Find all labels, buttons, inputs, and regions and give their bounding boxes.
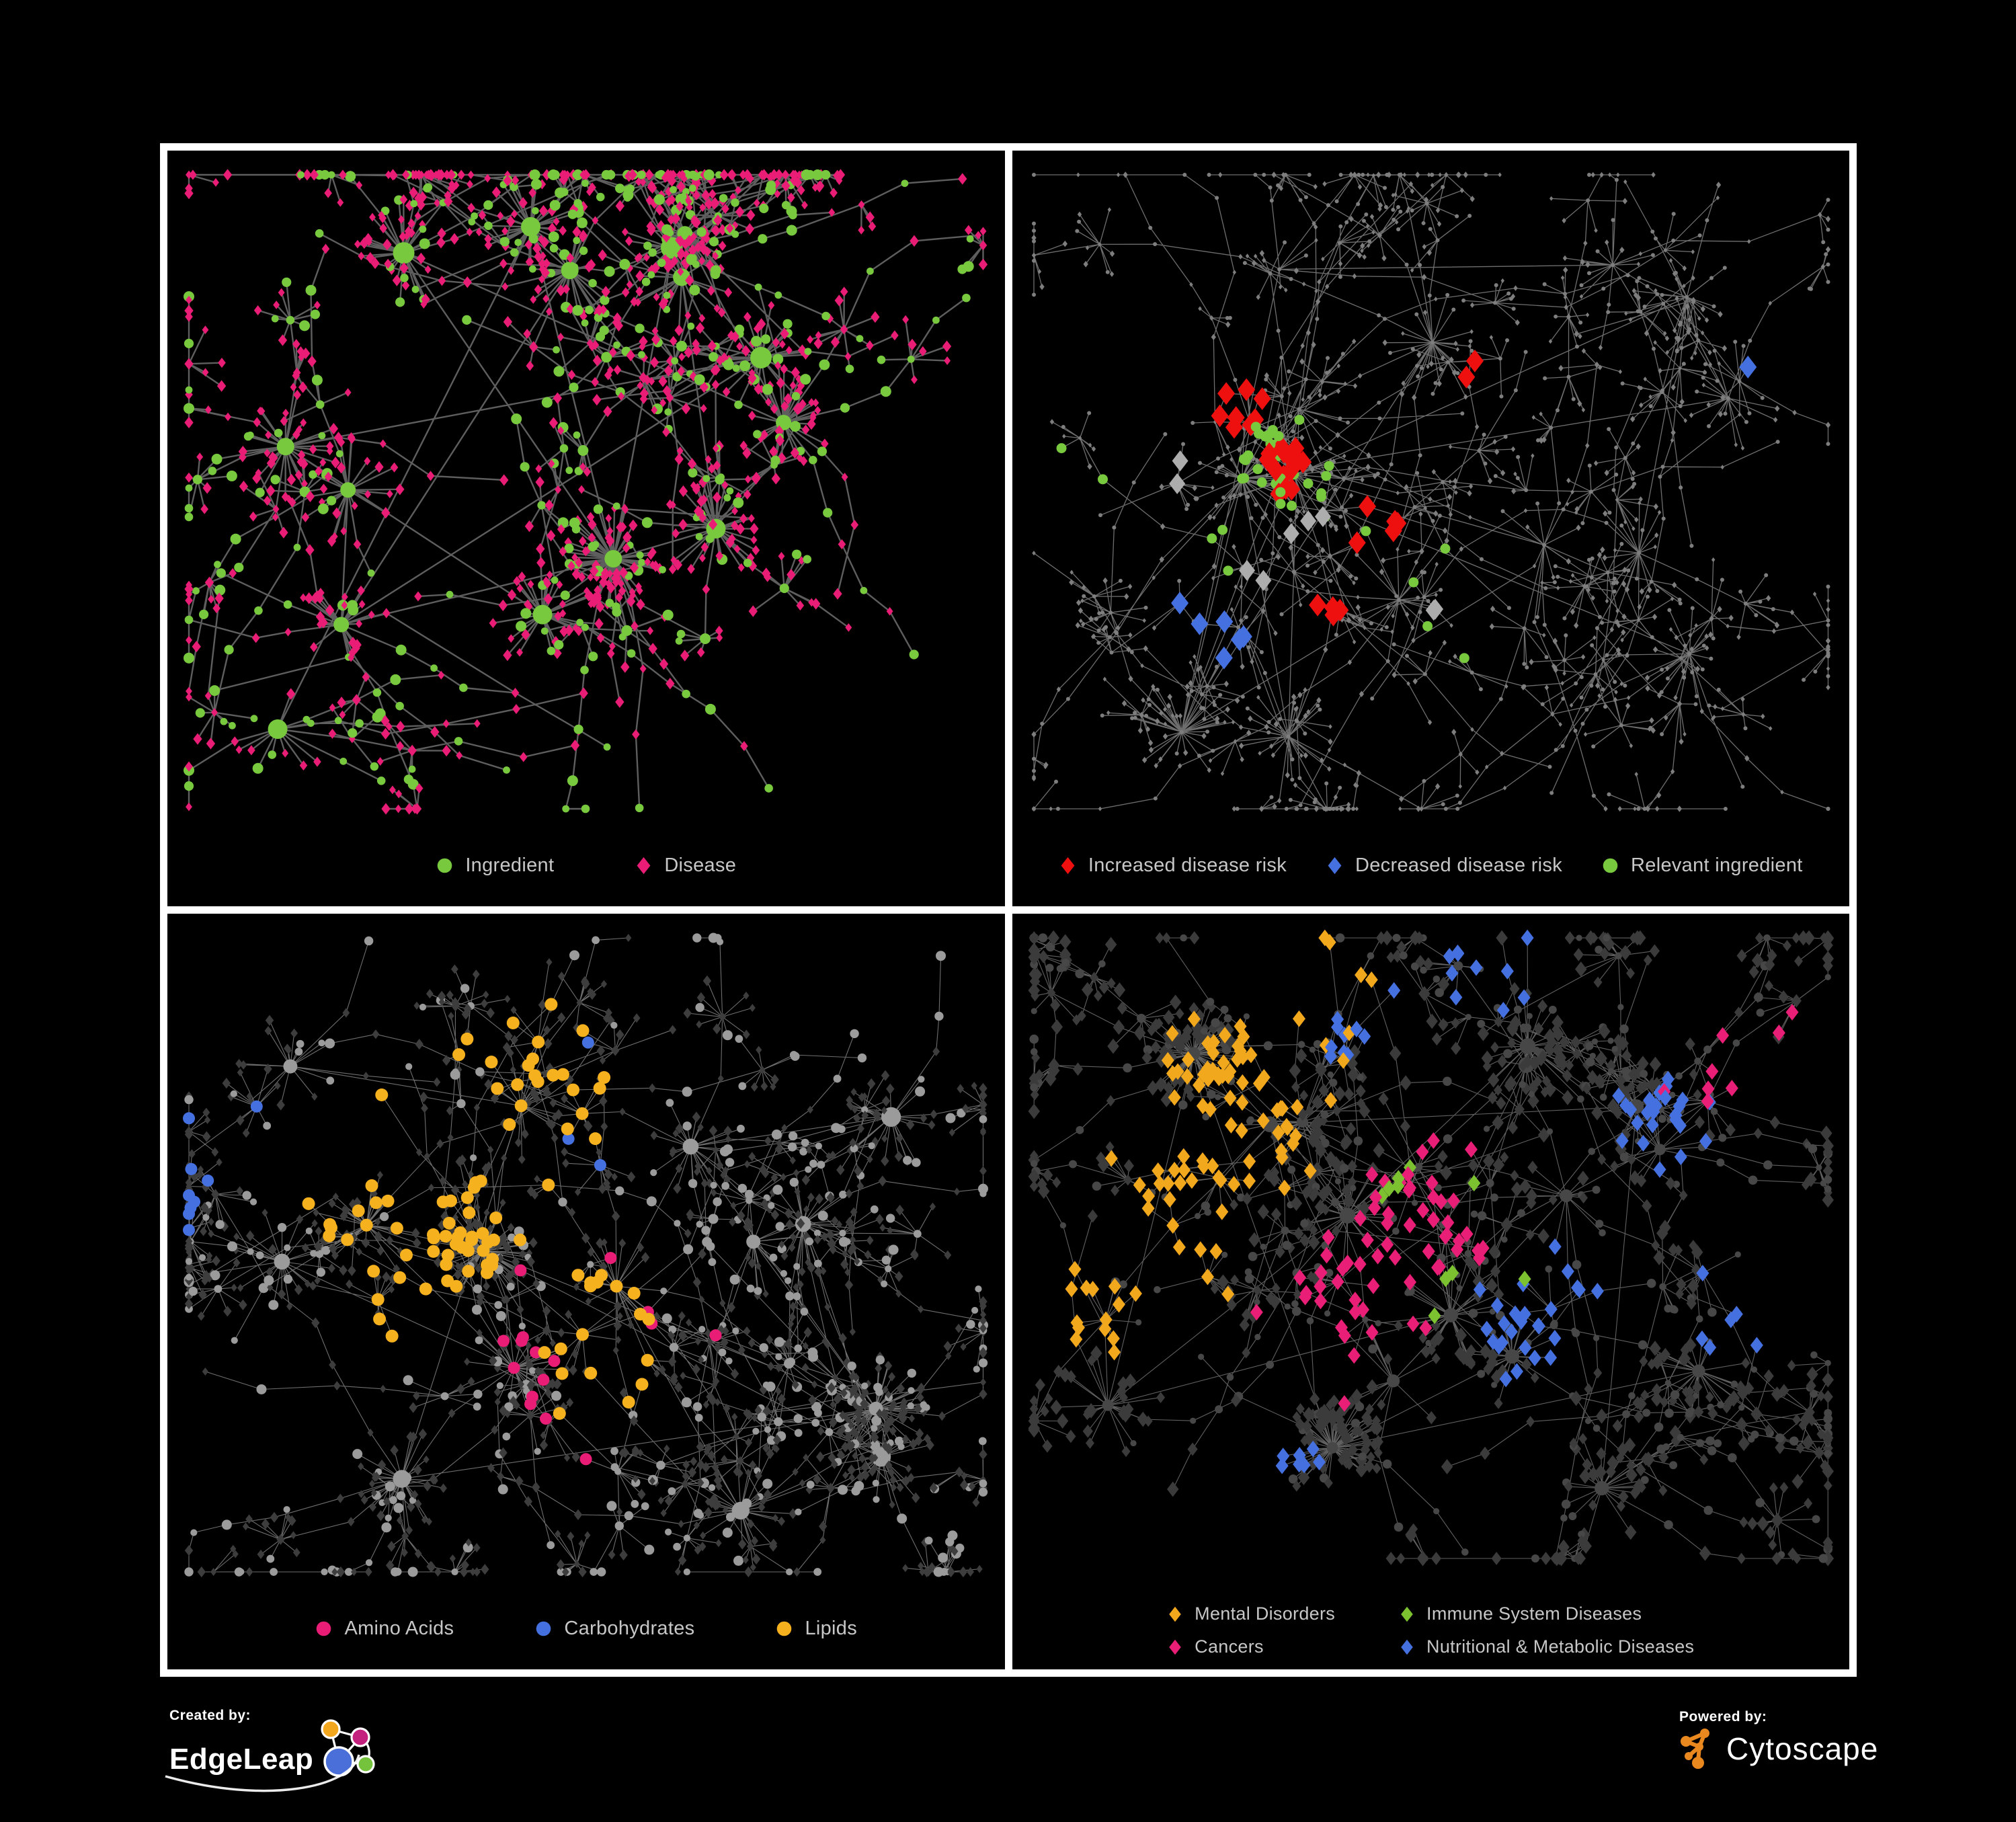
- panel-grid: Ingredient Disease Increased disease risk…: [160, 143, 1857, 1677]
- legend-item: Increased disease risk: [1059, 855, 1287, 877]
- legend-marker-diamond-icon: [637, 857, 651, 875]
- panel-disease-classes: Mental Disorders Immune System Diseases Ca…: [1012, 914, 1850, 1669]
- created-by-label: Created by:: [169, 1708, 251, 1723]
- legend-item-label: Amino Acids: [344, 1618, 454, 1639]
- legend-marker-diamond-icon: [1169, 1606, 1181, 1622]
- cytoscape-wordmark: Cytoscape: [1726, 1731, 1879, 1766]
- created-by-block: Created by: EdgeLeap: [165, 1708, 492, 1822]
- legend-marker-circle-icon: [536, 1621, 551, 1636]
- legend-marker-diamond-icon: [1169, 1639, 1181, 1655]
- powered-by-label: Powered by:: [1679, 1709, 1767, 1725]
- legend-disease-risk: Increased disease risk Decreased disease …: [1012, 855, 1850, 877]
- legend-marker-diamond-icon: [1328, 857, 1342, 875]
- legend-item-label: Relevant ingredient: [1631, 855, 1803, 876]
- powered-by-block: Powered by: Cytoscape: [1679, 1709, 1962, 1810]
- legend-item-label: Decreased disease risk: [1355, 855, 1563, 876]
- panel-ingredient-disease: Ingredient Disease: [167, 151, 1005, 906]
- panel-nutrient-classes: Amino Acids Carbohydrates Lipids: [167, 914, 1005, 1669]
- legend-item: Nutritional & Metabolic Diseases: [1399, 1636, 1694, 1657]
- legend-item: Cancers: [1167, 1636, 1335, 1657]
- legend-item: Immune System Diseases: [1399, 1603, 1694, 1624]
- edgeleap-wordmark: EdgeLeap: [169, 1743, 314, 1776]
- legend-item: Decreased disease risk: [1326, 855, 1562, 877]
- legend-item: Ingredient: [436, 855, 554, 877]
- disease-class-network-graph: [1028, 929, 1834, 1567]
- legend-item: Relevant ingredient: [1601, 855, 1803, 877]
- panel-disease-risk: Increased disease risk Decreased disease …: [1012, 151, 1850, 906]
- legend-marker-diamond-icon: [1401, 1606, 1413, 1622]
- disease-risk-network-graph: [1031, 171, 1830, 812]
- legend-item: Lipids: [775, 1618, 857, 1640]
- legend-item-label: Nutritional & Metabolic Diseases: [1426, 1636, 1695, 1657]
- ingredient-disease-network-graph: [184, 169, 988, 815]
- legend-disease-classes: Mental Disorders Immune System Diseases Ca…: [1012, 1603, 1850, 1657]
- orange-network-logo-icon: [1681, 1729, 1709, 1769]
- legend-marker-circle-icon: [438, 858, 452, 873]
- legend-item-label: Immune System Diseases: [1426, 1603, 1642, 1624]
- legend-item: Disease: [635, 855, 736, 877]
- legend-marker-diamond-icon: [1061, 857, 1075, 875]
- legend-marker-circle-icon: [1603, 858, 1618, 873]
- network-nodes-logo-icon: [321, 1719, 375, 1777]
- legend-item: Carbohydrates: [534, 1618, 694, 1640]
- legend-marker-circle-icon: [317, 1621, 331, 1636]
- legend-item-label: Mental Disorders: [1195, 1603, 1336, 1624]
- legend-marker-diamond-icon: [1401, 1639, 1413, 1655]
- legend-item: Amino Acids: [315, 1618, 454, 1640]
- nutrient-class-network-graph: [183, 933, 988, 1578]
- legend-item-label: Carbohydrates: [564, 1618, 695, 1639]
- legend-marker-circle-icon: [777, 1621, 792, 1636]
- legend-item-label: Increased disease risk: [1088, 855, 1287, 876]
- legend-item-label: Cancers: [1195, 1636, 1264, 1657]
- legend-ingredient-disease: Ingredient Disease: [167, 855, 1005, 877]
- legend-item-label: Lipids: [805, 1618, 858, 1639]
- legend-item-label: Disease: [664, 855, 737, 876]
- legend-item-label: Ingredient: [465, 855, 555, 876]
- legend-nutrient-classes: Amino Acids Carbohydrates Lipids: [167, 1618, 1005, 1640]
- legend-item: Mental Disorders: [1167, 1603, 1335, 1624]
